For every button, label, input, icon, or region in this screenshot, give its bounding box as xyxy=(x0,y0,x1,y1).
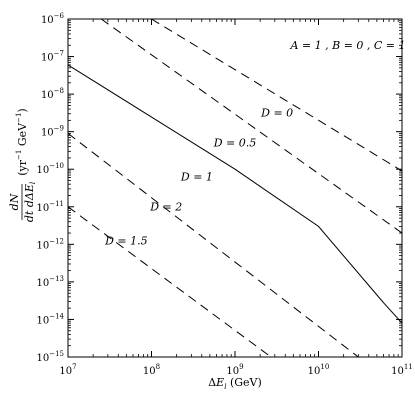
y-tick-label: 10−13 xyxy=(36,275,64,289)
y-tick-label: 10−6 xyxy=(41,12,65,26)
svg-text:(yr−1 GeV−1): (yr−1 GeV−1) xyxy=(15,108,29,175)
curve-label: D = 0.5 xyxy=(213,137,257,150)
annotation-layer: D = 0 D = 0.5 D = 1 D = 2 D = 1.5 xyxy=(104,107,293,248)
x-tick-label: 1010 xyxy=(308,363,330,377)
series-line-d-2 xyxy=(67,133,359,358)
y-tick-label: 10−12 xyxy=(36,237,64,251)
svg-text:ΔEl (GeV): ΔEl (GeV) xyxy=(208,376,262,391)
series-line-d-0 xyxy=(151,18,403,172)
svg-text:dN: dN xyxy=(8,193,21,210)
y-tick-label: 10−10 xyxy=(36,162,64,176)
series-line-d-1 xyxy=(67,64,403,324)
y-tick-label: 10−15 xyxy=(36,350,64,364)
tick-labels: 107 108 109 1010 1011 10−15 10−14 10−13 10−12 10−… xyxy=(36,12,412,377)
curve-label: D = 1.5 xyxy=(104,234,148,247)
parameters-label: A = 1 , B = 0 , C = 1 xyxy=(289,39,405,52)
series-line-d-1.5 xyxy=(67,206,272,358)
y-tick-label: 10−7 xyxy=(41,50,64,64)
y-tick-label: 10−11 xyxy=(36,200,64,214)
x-tick-label: 108 xyxy=(143,363,160,377)
y-tick-label: 10−14 xyxy=(36,312,64,326)
x-tick-label: 109 xyxy=(226,363,243,377)
y-tick-label: 10−8 xyxy=(41,87,64,101)
curve-label: D = 0 xyxy=(260,107,293,120)
svg-text:dt dΔEl: dt dΔEl xyxy=(23,182,37,222)
x-tick-label: 1011 xyxy=(391,363,413,377)
axis-ticks xyxy=(67,18,403,358)
y-tick-label: 10−9 xyxy=(41,125,64,139)
curve-label: D = 2 xyxy=(149,200,182,213)
curve-label: D = 1 xyxy=(180,171,213,184)
series-line-d-0.5 xyxy=(100,18,403,234)
x-tick-label: 107 xyxy=(59,363,76,377)
y-axis-label: dN dt dΔEl (yr−1 GeV−1) xyxy=(8,108,37,222)
x-axis-label: ΔEl (GeV) xyxy=(208,376,262,391)
series-layer xyxy=(67,18,403,358)
